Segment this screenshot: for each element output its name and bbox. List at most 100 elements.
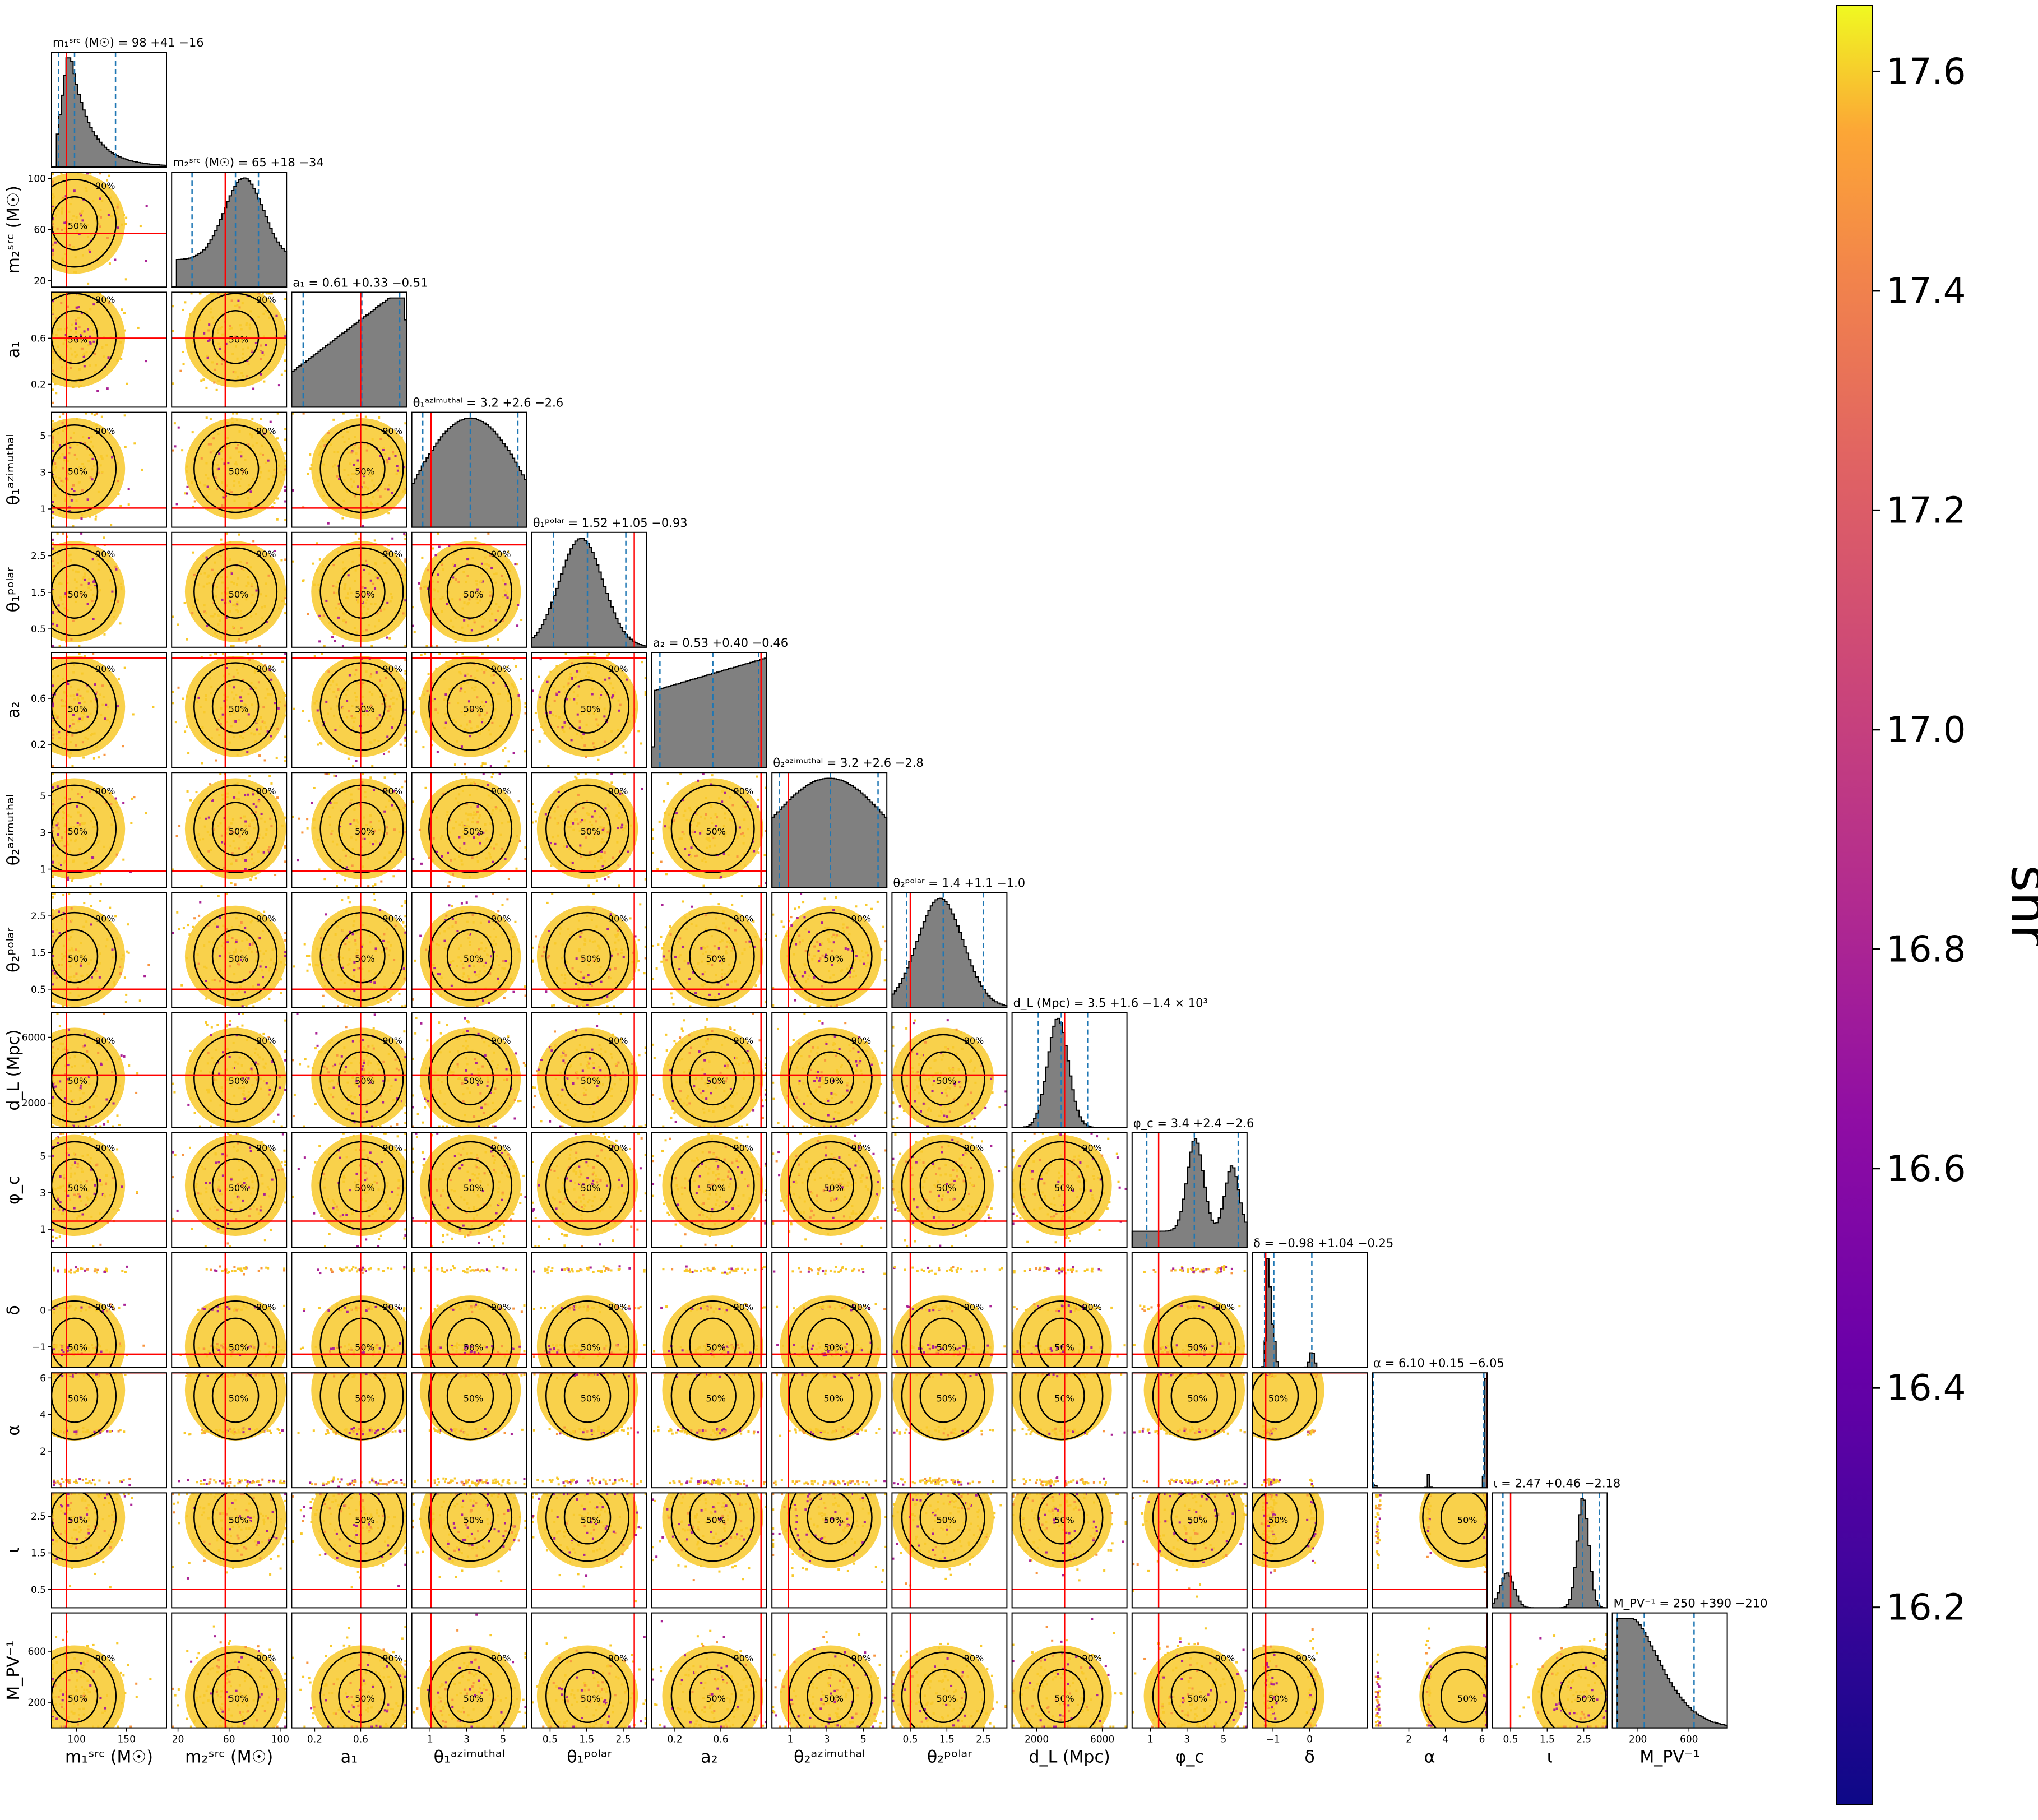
sample-point: [85, 1077, 87, 1080]
sample-point: [216, 586, 219, 589]
sample-point: [374, 883, 377, 886]
contour-50: [338, 802, 386, 856]
sample-point: [87, 437, 90, 439]
sample-point: [52, 256, 54, 258]
sample-point: [90, 700, 92, 703]
sample-point: [337, 920, 340, 923]
sample-point: [91, 324, 94, 327]
sample-point: [71, 323, 74, 326]
sample-point: [194, 598, 197, 600]
sample-point: [99, 464, 102, 467]
sample-point: [243, 815, 246, 818]
sample-point: [256, 1053, 259, 1056]
sample-point: [263, 759, 266, 762]
sample-point: [52, 967, 54, 970]
sample-point: [262, 1032, 265, 1035]
sample-point: [255, 959, 258, 962]
sample-point: [88, 578, 91, 581]
sample-point: [214, 922, 216, 925]
sample-point: [52, 248, 54, 251]
sample-point: [435, 943, 438, 946]
sample-point: [401, 490, 404, 493]
sample-point: [198, 1125, 201, 1128]
sample-point: [341, 899, 344, 902]
contour-90: [193, 911, 278, 1001]
sample-point: [467, 932, 470, 935]
sample-point: [756, 775, 758, 778]
sample-point: [70, 685, 72, 688]
sample-point: [238, 306, 241, 309]
hist-bars-m2: [171, 177, 288, 288]
sample-point: [403, 532, 406, 535]
sample-point: [69, 705, 72, 707]
sample-point: [322, 494, 325, 497]
contour-50: [211, 1051, 260, 1106]
sample-point: [709, 987, 712, 990]
sample-point: [387, 1079, 390, 1082]
sample-point: [563, 981, 566, 984]
sample-point: [221, 326, 224, 328]
sample-point: [319, 733, 322, 735]
contour-label-50: 50%: [355, 953, 375, 964]
sample-point: [233, 582, 235, 585]
sample-point: [679, 856, 682, 859]
sample-point: [235, 992, 238, 995]
sample-point: [327, 772, 330, 775]
density-fill: [419, 541, 521, 642]
contour-label-90: 90%: [256, 549, 276, 559]
sample-point: [581, 819, 583, 822]
sample-point: [464, 674, 467, 677]
sample-point: [668, 950, 670, 953]
sample-point: [262, 453, 265, 456]
sample-point: [404, 560, 407, 563]
sample-point: [350, 451, 353, 454]
sample-point: [398, 831, 401, 833]
sample-point: [260, 418, 262, 420]
sample-point: [708, 845, 711, 848]
sample-point: [516, 624, 519, 627]
sample-point: [376, 577, 379, 580]
sample-point: [351, 981, 354, 984]
sample-point: [575, 786, 577, 789]
sample-point: [555, 981, 558, 984]
sample-point: [710, 935, 713, 938]
sample-point: [261, 617, 264, 620]
sample-point: [346, 700, 349, 702]
sample-point: [712, 836, 715, 839]
sample-point: [251, 858, 253, 860]
sample-point: [404, 574, 407, 577]
sample-point: [493, 951, 495, 953]
sample-point: [517, 694, 520, 697]
sample-point: [383, 562, 386, 564]
sample-point: [387, 750, 390, 753]
sample-point: [607, 876, 610, 878]
sample-point: [232, 1041, 235, 1044]
sample-point: [55, 466, 58, 469]
hist-frame: [1252, 1252, 1368, 1368]
sample-point: [75, 353, 78, 356]
sample-point: [393, 828, 396, 831]
sample-point: [424, 652, 427, 655]
sample-point: [304, 1058, 307, 1061]
sample-point: [282, 692, 285, 694]
sample-point: [67, 878, 70, 881]
sample-point: [232, 625, 235, 628]
sample-point: [348, 488, 351, 491]
sample-point: [378, 936, 381, 938]
sample-point: [696, 854, 698, 857]
sample-point: [389, 671, 392, 674]
sample-point: [240, 613, 243, 615]
sample-point: [220, 538, 223, 541]
scatter-points: 90%50%: [291, 532, 407, 647]
sample-point: [604, 934, 607, 937]
sample-point: [52, 694, 54, 697]
sample-point: [81, 513, 84, 516]
sample-point: [467, 813, 470, 816]
sample-point: [370, 825, 373, 828]
sample-point: [579, 821, 582, 823]
sample-point: [73, 1055, 76, 1058]
sample-point: [267, 367, 270, 370]
hist-frame: [1372, 1372, 1488, 1489]
sample-point: [79, 964, 82, 967]
sample-point: [98, 976, 101, 979]
